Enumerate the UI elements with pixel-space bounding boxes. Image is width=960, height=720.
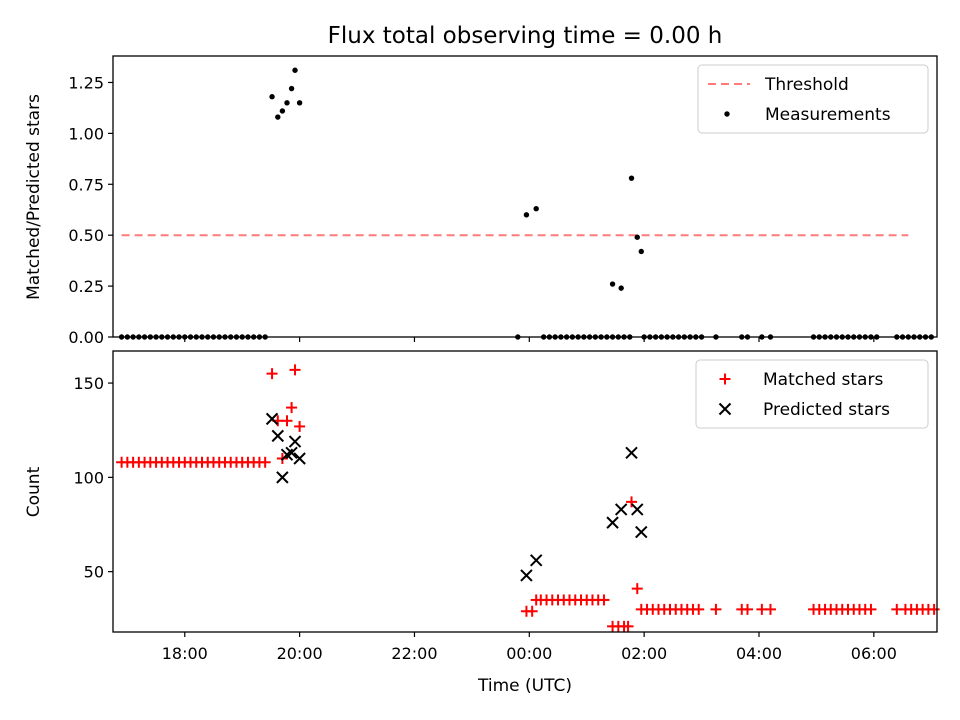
legend-label: Threshold — [764, 75, 849, 95]
data-point — [638, 248, 644, 255]
data-point — [526, 605, 538, 617]
data-point — [266, 368, 278, 380]
legend-box — [695, 359, 929, 429]
data-point-b — [271, 429, 285, 443]
legend-marker — [719, 373, 731, 385]
data-point — [609, 281, 616, 287]
legend-label: Measurements — [765, 105, 891, 125]
y-tick-label: 150 — [73, 374, 104, 393]
axes-frame — [112, 55, 938, 338]
data-point — [625, 446, 638, 460]
legend-marker-b — [718, 402, 732, 416]
data-point — [764, 603, 776, 615]
x-tick-label: 22:00 — [391, 644, 437, 663]
data-point — [710, 603, 722, 615]
data-point — [622, 620, 634, 632]
data-point — [293, 452, 306, 465]
y-tick-label: 0.00 — [68, 328, 104, 347]
data-point — [928, 603, 940, 615]
legend: Matched stars Predicted stars — [695, 359, 929, 429]
x-tick-label: 18:00 — [162, 644, 208, 663]
x-tick-label: 06:00 — [851, 644, 897, 663]
data-point — [269, 94, 275, 100]
x-tick-label: 02:00 — [621, 644, 667, 663]
count-xlabel: Time (UTC) — [477, 676, 572, 696]
data-point-b — [529, 554, 543, 567]
legend: Threshold Measurements — [697, 64, 929, 134]
data-point — [284, 100, 290, 106]
data-point — [523, 212, 530, 218]
data-point — [296, 100, 303, 106]
data-point — [288, 85, 295, 92]
legend-label: Predicted stars — [763, 400, 890, 420]
y-tick-label: 0.75 — [68, 175, 104, 194]
y-tick-label: 1.25 — [68, 73, 104, 92]
y-tick-label: 50 — [84, 563, 104, 582]
legend-marker — [718, 402, 732, 416]
data-point — [742, 603, 754, 615]
data-point-b — [625, 446, 638, 460]
data-point-b — [635, 525, 648, 539]
data-point-b — [265, 412, 279, 426]
data-point-b — [606, 516, 619, 529]
data-point — [292, 67, 298, 73]
data-point-b — [293, 452, 306, 465]
count-ylabel: Count — [24, 466, 44, 517]
axes-frame — [112, 350, 938, 633]
data-point — [286, 402, 298, 414]
data-point — [259, 456, 271, 468]
data-point — [289, 364, 301, 376]
data-point — [631, 583, 643, 595]
matched-stars-series — [116, 364, 940, 632]
data-point — [288, 435, 302, 448]
data-point-b — [614, 503, 628, 516]
data-point — [635, 525, 648, 539]
data-point — [631, 503, 644, 516]
x-tick-label: 00:00 — [506, 644, 552, 663]
data-point — [606, 516, 619, 529]
data-point — [614, 503, 628, 516]
data-point — [275, 114, 281, 120]
count-panel: Count Time (UTC) 18:00 20:00 22:00 00:00 02:… — [24, 350, 940, 696]
figure-title: Flux total observing time = 0.00 h — [328, 23, 723, 49]
data-point — [276, 471, 289, 484]
data-point — [271, 429, 285, 443]
data-point — [865, 603, 877, 615]
data-point — [279, 108, 286, 114]
data-point-b — [520, 569, 533, 582]
data-point — [520, 569, 533, 582]
data-point — [529, 554, 543, 567]
data-point-b — [276, 471, 289, 484]
legend-marker — [724, 111, 730, 117]
y-tick-label: 0.50 — [68, 226, 104, 245]
data-point — [693, 603, 705, 615]
data-point-b — [285, 446, 298, 460]
measurements-series — [118, 67, 934, 340]
data-point — [281, 415, 293, 427]
data-point — [628, 175, 635, 181]
data-point — [598, 594, 610, 606]
legend-label: Matched stars — [763, 370, 883, 390]
data-point — [618, 285, 624, 291]
data-point-b — [288, 435, 302, 448]
ratio-ylabel: Matched/Predicted stars — [24, 94, 44, 300]
legend-box — [697, 64, 929, 134]
data-point — [533, 206, 539, 212]
data-point — [294, 420, 306, 432]
y-tick-label: 0.25 — [68, 277, 104, 296]
data-point — [265, 412, 279, 426]
data-point — [285, 446, 298, 460]
x-tick-label: 04:00 — [736, 644, 782, 663]
y-tick-label: 100 — [73, 468, 104, 487]
x-tick-label: 20:00 — [277, 644, 323, 663]
y-tick-label: 1.00 — [68, 124, 104, 143]
data-point — [634, 234, 640, 240]
ratio-panel: Matched/Predicted stars 0.00 0.25 0.50 0.75… — [24, 55, 938, 347]
predicted-stars-series — [265, 412, 648, 582]
data-point — [626, 496, 638, 508]
data-point-b — [631, 503, 644, 516]
